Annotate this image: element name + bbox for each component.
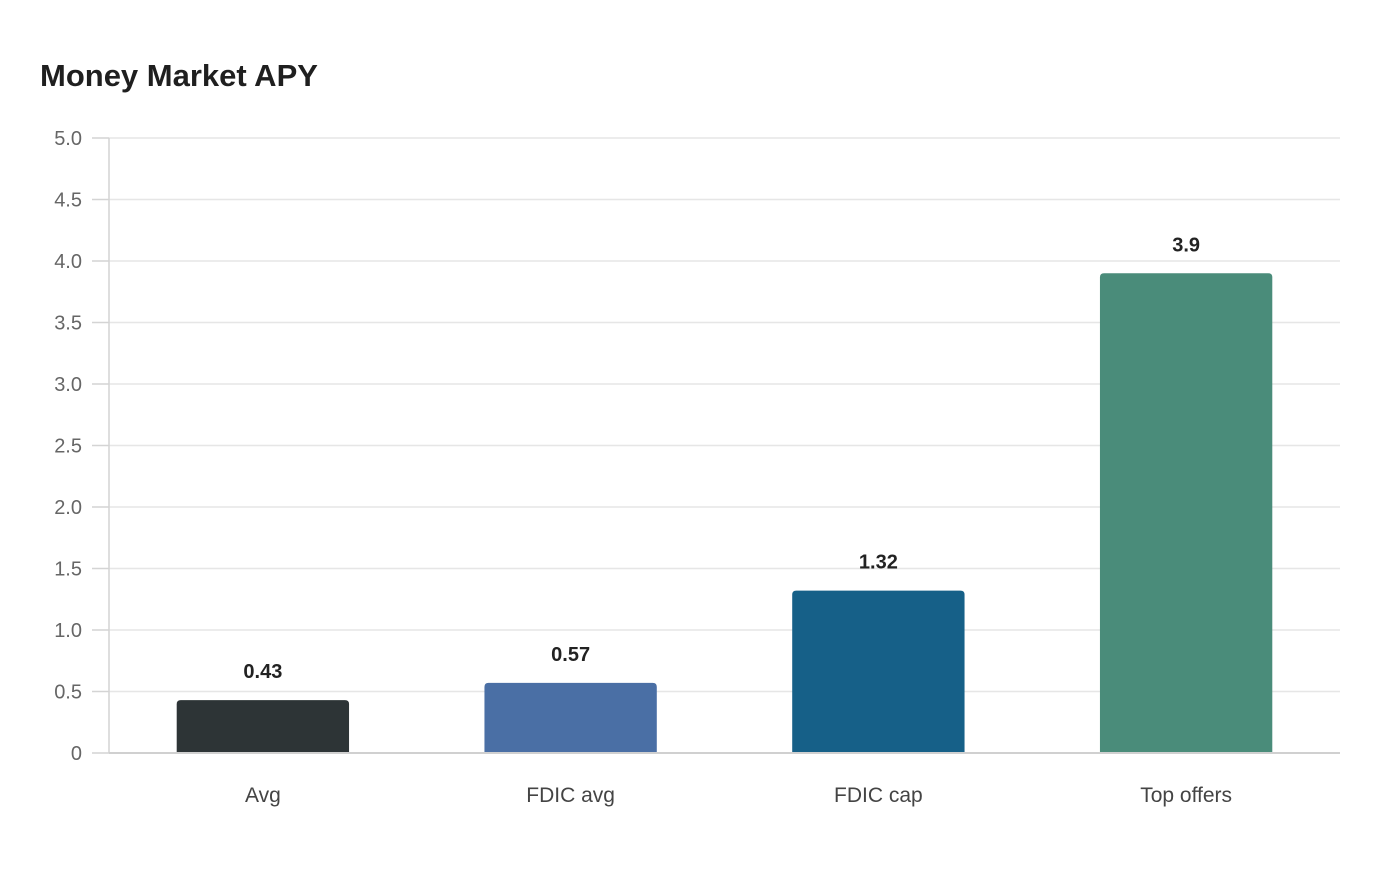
bar-value-label: 1.32 bbox=[859, 552, 898, 574]
bar-value-label: 3.9 bbox=[1172, 234, 1200, 256]
y-tick-label: 0 bbox=[71, 743, 82, 765]
x-category-label: FDIC cap bbox=[834, 784, 923, 807]
bar-value-label: 0.43 bbox=[243, 661, 282, 683]
y-tick-label: 3.5 bbox=[54, 313, 82, 335]
chart-title: Money Market APY bbox=[40, 58, 318, 93]
bar bbox=[1099, 273, 1273, 753]
y-tick-label: 0.5 bbox=[54, 682, 82, 704]
y-tick-label: 2.0 bbox=[54, 497, 82, 519]
x-category-label: Top offers bbox=[1140, 784, 1232, 807]
y-tick-label: 4.0 bbox=[54, 251, 82, 273]
y-tick-label: 1.5 bbox=[54, 559, 82, 581]
x-category-label: Avg bbox=[245, 784, 281, 807]
y-tick-label: 2.5 bbox=[54, 436, 82, 458]
y-tick-label: 3.0 bbox=[54, 374, 82, 396]
bar bbox=[176, 700, 350, 753]
x-category-label: FDIC avg bbox=[526, 784, 615, 807]
y-tick-label: 5.0 bbox=[54, 128, 82, 150]
bar-value-label: 0.57 bbox=[551, 644, 590, 666]
y-tick-label: 1.0 bbox=[54, 620, 82, 642]
bar bbox=[484, 682, 657, 753]
bar bbox=[792, 590, 965, 753]
y-tick-label: 4.5 bbox=[54, 190, 82, 212]
